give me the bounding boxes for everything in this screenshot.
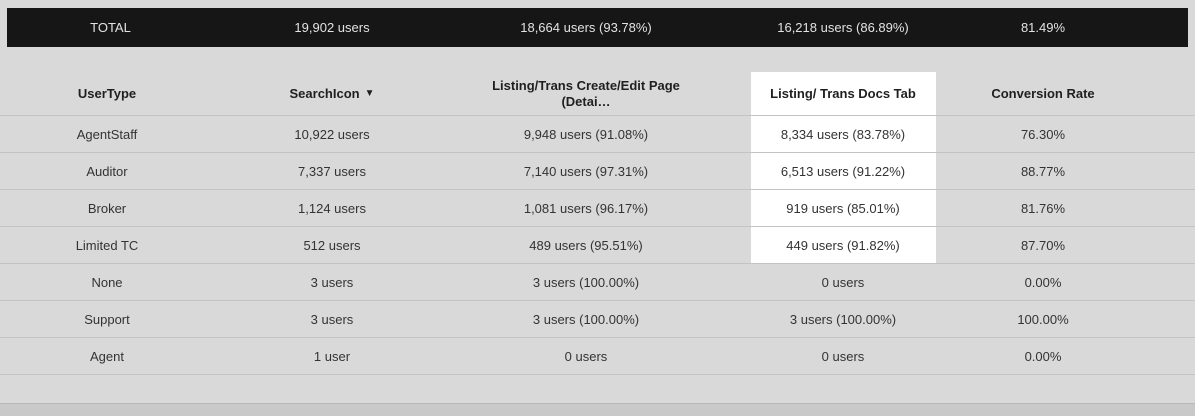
column-header-create-edit-line1: Listing/Trans Create/Edit Page: [492, 77, 680, 93]
table-row-support[interactable]: Support 3 users 3 users (100.00%) 3 user…: [0, 300, 1195, 337]
create-edit-cell: 9,948 users (91.08%): [523, 126, 649, 142]
docs-tab-cell: 8,334 users (83.78%): [722, 116, 964, 152]
table-row-none[interactable]: None 3 users 3 users (100.00%) 0 users 0…: [0, 263, 1195, 300]
total-users: 19,902 users: [294, 20, 370, 35]
docs-tab-highlight-box: 6,513 users (91.22%): [750, 153, 936, 189]
row-spacer: [1122, 301, 1195, 337]
column-header-usertype[interactable]: UserType: [0, 72, 214, 115]
table-row-auditor[interactable]: Auditor 7,337 users 7,140 users (97.31%)…: [0, 152, 1195, 189]
total-summary-bar: TOTAL 19,902 users 18,664 users (93.78%)…: [7, 8, 1188, 47]
table-header-row: UserType SearchIcon ▼ Listing/Trans Crea…: [0, 47, 1195, 115]
docs-tab-highlight-box: 919 users (85.01%): [750, 190, 936, 226]
table-row-agentstaff[interactable]: AgentStaff 10,922 users 9,948 users (91.…: [0, 115, 1195, 152]
create-edit-cell: 7,140 users (97.31%): [523, 163, 649, 179]
column-header-create-edit-page[interactable]: Listing/Trans Create/Edit Page (Detai…: [450, 72, 722, 115]
searchicon-cell: 10,922 users: [294, 126, 370, 142]
docs-tab-value: 6,513 users (91.22%): [780, 163, 906, 179]
create-edit-cell: 0 users: [564, 348, 608, 364]
searchicon-cell: 1,124 users: [298, 200, 366, 216]
docs-tab-cell: 449 users (91.82%): [722, 227, 964, 263]
docs-tab-cell: 0 users: [821, 348, 865, 364]
row-spacer: [1122, 264, 1195, 300]
table-body: AgentStaff 10,922 users 9,948 users (91.…: [0, 115, 1195, 375]
conversion-rate-cell: 81.76%: [1020, 200, 1066, 216]
header-spacer: [1122, 72, 1195, 115]
column-header-create-edit-line2: (Detai…: [561, 93, 611, 109]
docs-tab-highlight-box: Listing/ Trans Docs Tab: [750, 72, 936, 115]
total-docs-tab-step: 16,218 users (86.89%): [777, 20, 909, 35]
docs-tab-cell: 3 users (100.00%): [789, 311, 897, 327]
sort-descending-icon: ▼: [364, 88, 375, 99]
searchicon-cell: 3 users: [310, 311, 354, 327]
docs-tab-cell: 0 users: [821, 274, 865, 290]
column-header-docs-tab-label: Listing/ Trans Docs Tab: [770, 86, 916, 101]
conversion-rate-cell: 0.00%: [1024, 348, 1062, 364]
docs-tab-value: 449 users (91.82%): [786, 237, 900, 253]
create-edit-cell: 3 users (100.00%): [532, 274, 640, 290]
docs-tab-value: 919 users (85.01%): [786, 200, 900, 216]
total-conversion-rate: 81.49%: [1020, 20, 1066, 35]
row-spacer: [1122, 190, 1195, 226]
usertype-cell: None: [91, 274, 123, 290]
row-spacer: [1122, 153, 1195, 189]
searchicon-cell: 7,337 users: [298, 163, 366, 179]
table-row-limited-tc[interactable]: Limited TC 512 users 489 users (95.51%) …: [0, 226, 1195, 263]
docs-tab-cell: 919 users (85.01%): [722, 190, 964, 226]
row-spacer: [1122, 338, 1195, 374]
column-header-searchicon-label: SearchIcon: [289, 86, 360, 101]
usertype-cell: Broker: [87, 200, 127, 216]
docs-tab-value: 8,334 users (83.78%): [780, 126, 906, 142]
table-row-broker[interactable]: Broker 1,124 users 1,081 users (96.17%) …: [0, 189, 1195, 226]
docs-tab-highlight-box: 449 users (91.82%): [750, 227, 936, 263]
searchicon-cell: 1 user: [313, 348, 351, 364]
column-header-docs-tab[interactable]: Listing/ Trans Docs Tab: [722, 72, 964, 115]
conversion-rate-cell: 76.30%: [1020, 126, 1066, 142]
docs-tab-cell: 6,513 users (91.22%): [722, 153, 964, 189]
usertype-cell: Agent: [90, 348, 124, 364]
row-spacer: [1122, 116, 1195, 152]
usertype-cell: Support: [84, 311, 130, 327]
conversion-rate-cell: 0.00%: [1024, 274, 1062, 290]
column-header-usertype-label: UserType: [77, 86, 137, 101]
horizontal-scrollbar-track[interactable]: [0, 403, 1195, 416]
create-edit-cell: 1,081 users (96.17%): [523, 200, 649, 216]
funnel-breakdown-table: UserType SearchIcon ▼ Listing/Trans Crea…: [0, 47, 1195, 375]
total-create-edit-step: 18,664 users (93.78%): [520, 20, 652, 35]
total-label: TOTAL: [90, 20, 131, 35]
table-row-agent[interactable]: Agent 1 user 0 users 0 users 0.00%: [0, 337, 1195, 374]
searchicon-cell: 512 users: [303, 237, 361, 253]
row-spacer: [1122, 227, 1195, 263]
conversion-rate-cell: 87.70%: [1020, 237, 1066, 253]
column-header-conversion-rate[interactable]: Conversion Rate: [964, 72, 1122, 115]
usertype-cell: Limited TC: [75, 237, 139, 253]
create-edit-cell: 3 users (100.00%): [532, 311, 640, 327]
usertype-cell: AgentStaff: [76, 126, 138, 142]
searchicon-cell: 3 users: [310, 274, 354, 290]
docs-tab-highlight-box: 8,334 users (83.78%): [750, 116, 936, 152]
column-header-searchicon[interactable]: SearchIcon ▼: [214, 72, 450, 115]
create-edit-cell: 489 users (95.51%): [529, 237, 643, 253]
column-header-conversion-rate-label: Conversion Rate: [991, 86, 1095, 101]
conversion-rate-cell: 88.77%: [1020, 163, 1066, 179]
usertype-cell: Auditor: [86, 163, 128, 179]
conversion-rate-cell: 100.00%: [1017, 311, 1069, 327]
